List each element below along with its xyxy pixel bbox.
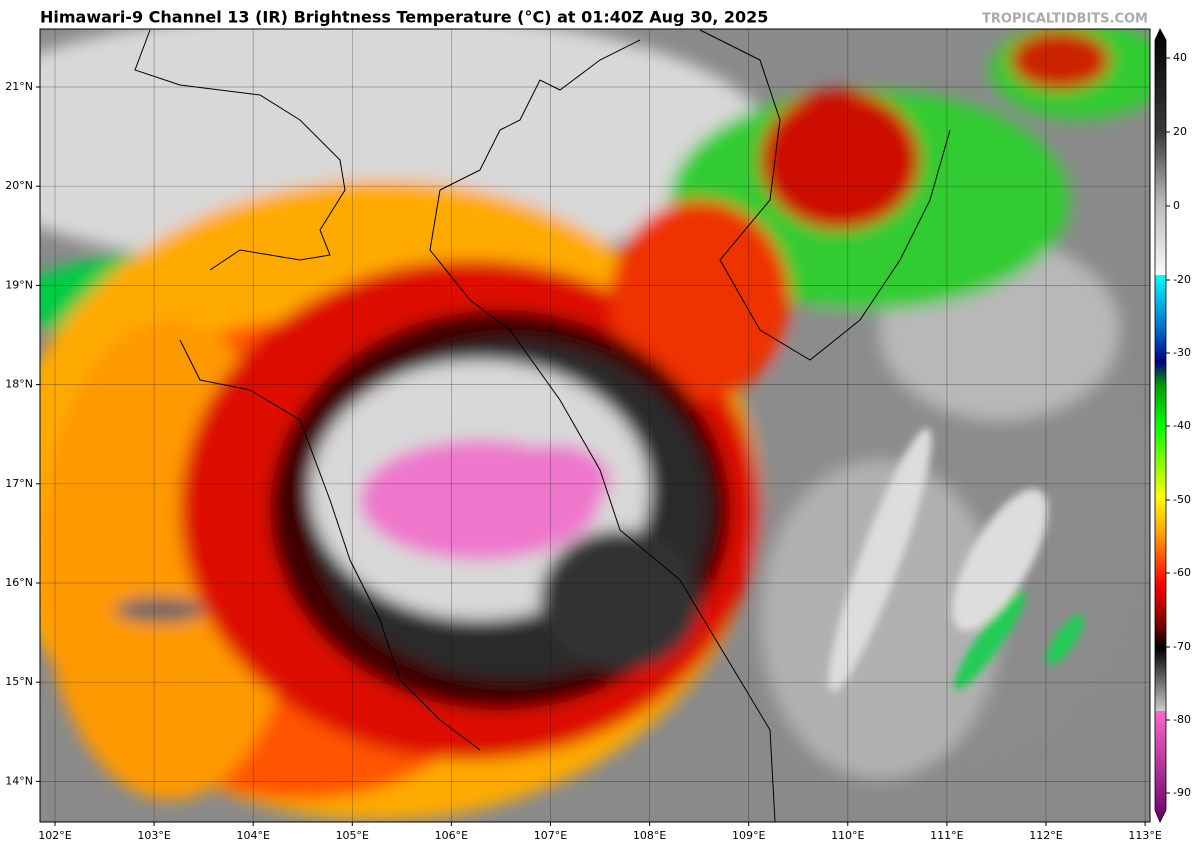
lon-label: 105°E bbox=[336, 829, 369, 842]
colorbar-label: 0 bbox=[1173, 199, 1180, 212]
lon-label: 109°E bbox=[732, 829, 765, 842]
colorbar bbox=[1154, 28, 1167, 823]
lat-label: 19°N bbox=[5, 278, 33, 291]
lat-label: 18°N bbox=[5, 378, 33, 391]
credit: TROPICALTIDBITS.COM bbox=[982, 12, 1148, 27]
lon-label: 111°E bbox=[930, 829, 963, 842]
colorbar-label: -30 bbox=[1173, 346, 1191, 359]
lat-label: 17°N bbox=[5, 477, 33, 490]
graticule bbox=[40, 29, 1150, 822]
colorbar-label: -80 bbox=[1173, 713, 1191, 726]
lon-label: 108°E bbox=[633, 829, 666, 842]
colorbar-label: -40 bbox=[1173, 419, 1191, 432]
colorbar-label: -90 bbox=[1173, 786, 1191, 799]
lat-label: 16°N bbox=[5, 576, 33, 589]
lon-label: 113°E bbox=[1128, 829, 1161, 842]
cloud-streaks bbox=[828, 428, 1085, 692]
lat-label: 21°N bbox=[5, 80, 33, 93]
lat-label: 20°N bbox=[5, 179, 33, 192]
lat-label: 14°N bbox=[5, 774, 33, 787]
lon-label: 102°E bbox=[38, 829, 71, 842]
colorbar-label: -50 bbox=[1173, 493, 1191, 506]
lon-label: 103°E bbox=[137, 829, 170, 842]
colorbar-label: -60 bbox=[1173, 566, 1191, 579]
title: Himawari-9 Channel 13 (IR) Brightness Te… bbox=[40, 8, 768, 27]
lat-label: 15°N bbox=[5, 675, 33, 688]
coastline bbox=[134, 29, 951, 822]
colorbar-label: -20 bbox=[1173, 273, 1191, 286]
colorbar-label: 20 bbox=[1173, 125, 1187, 138]
lon-label: 106°E bbox=[435, 829, 468, 842]
lon-label: 107°E bbox=[534, 829, 567, 842]
colorbar-label: -70 bbox=[1173, 640, 1191, 653]
cloud-field bbox=[40, 29, 1150, 820]
satellite-image bbox=[40, 29, 1150, 822]
lon-label: 104°E bbox=[236, 829, 269, 842]
lon-label: 112°E bbox=[1029, 829, 1062, 842]
map-frame bbox=[39, 28, 1151, 823]
colorbar-label: 40 bbox=[1173, 51, 1187, 64]
lon-label: 110°E bbox=[831, 829, 864, 842]
